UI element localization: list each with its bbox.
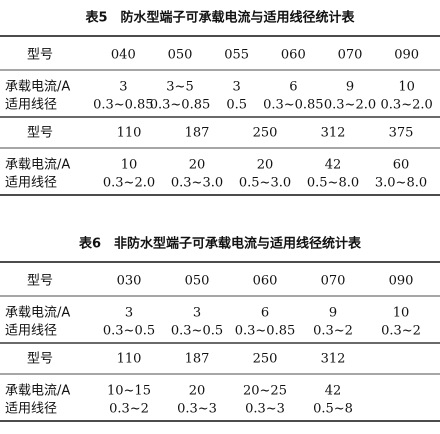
cell: 0.3~2.0 [103, 176, 155, 191]
row-label: 适用线径 [5, 176, 57, 191]
row-label: 承载电流/A [5, 80, 70, 95]
cell: 0.3~0.5 [103, 324, 155, 339]
cell: 20~25 [243, 384, 287, 399]
column-header: 090 [389, 274, 414, 289]
cell: 3 [193, 306, 201, 321]
cell: 3 [125, 306, 133, 321]
cell: 20 [257, 158, 274, 173]
column-header: 060 [253, 274, 278, 289]
column-header: 187 [185, 352, 210, 367]
column-header: 312 [321, 352, 346, 367]
header-label: 型号 [27, 126, 53, 141]
cell: 3.0~8.0 [375, 176, 427, 191]
column-header: 250 [253, 352, 278, 367]
cell: 0.3~3 [177, 402, 217, 417]
cell: 0.3~2.0 [324, 98, 376, 113]
cell: 6 [261, 306, 269, 321]
cell: 0.3~2.0 [381, 98, 433, 113]
cell: 10 [393, 306, 410, 321]
header-label: 型号 [27, 48, 53, 63]
column-header: 050 [168, 48, 193, 63]
cell: 0.5~3.0 [239, 176, 291, 191]
column-header: 040 [111, 48, 136, 63]
cell: 10~15 [107, 384, 151, 399]
column-header: 050 [185, 274, 210, 289]
cell: 0.3~0.85 [150, 98, 211, 113]
column-header: 090 [394, 48, 419, 63]
column-header: 312 [321, 126, 346, 141]
row-label: 适用线径 [5, 324, 57, 339]
cell: 20 [189, 158, 206, 173]
cell: 0.3~0.85 [235, 324, 296, 339]
cell: 0.3~2 [109, 402, 149, 417]
cell: 3~5 [166, 80, 193, 95]
cell: 0.3~0.85 [93, 98, 154, 113]
cell: 0.3~0.85 [263, 98, 324, 113]
cell: 42 [325, 384, 342, 399]
cell: 6 [289, 80, 297, 95]
cell: 10 [398, 80, 415, 95]
cell: 60 [393, 158, 410, 173]
row-label: 承载电流/A [5, 158, 70, 173]
column-header: 250 [253, 126, 278, 141]
column-header: 060 [281, 48, 306, 63]
cell: 0.3~3.0 [171, 176, 223, 191]
row-label: 承载电流/A [5, 306, 70, 321]
column-header: 187 [185, 126, 210, 141]
column-header: 070 [321, 274, 346, 289]
row-label: 承载电流/A [5, 384, 70, 399]
table-title: 表6 非防水型端子可承载电流与适用线径统计表 [78, 236, 362, 252]
column-header: 055 [224, 48, 249, 63]
row-label: 适用线径 [5, 402, 57, 417]
cell: 0.3~2 [313, 324, 353, 339]
cell: 0.5 [226, 98, 247, 113]
cell: 20 [189, 384, 206, 399]
header-label: 型号 [27, 352, 53, 367]
cell: 3 [119, 80, 127, 95]
cell: 0.5~8 [313, 402, 353, 417]
cell: 0.3~3 [245, 402, 285, 417]
cell: 10 [121, 158, 138, 173]
cell: 42 [325, 158, 342, 173]
cell: 9 [329, 306, 337, 321]
column-header: 110 [117, 126, 142, 141]
table-title: 表5 防水型端子可承载电流与适用线径统计表 [84, 10, 355, 26]
cell: 9 [346, 80, 354, 95]
header-label: 型号 [27, 274, 53, 289]
cell: 0.5~8.0 [307, 176, 359, 191]
column-header: 070 [338, 48, 363, 63]
column-header: 030 [117, 274, 142, 289]
cell: 3 [233, 80, 241, 95]
cell: 0.3~0.5 [171, 324, 223, 339]
column-header: 375 [389, 126, 414, 141]
cell: 0.3~2 [381, 324, 421, 339]
column-header: 110 [117, 352, 142, 367]
row-label: 适用线径 [5, 98, 57, 113]
